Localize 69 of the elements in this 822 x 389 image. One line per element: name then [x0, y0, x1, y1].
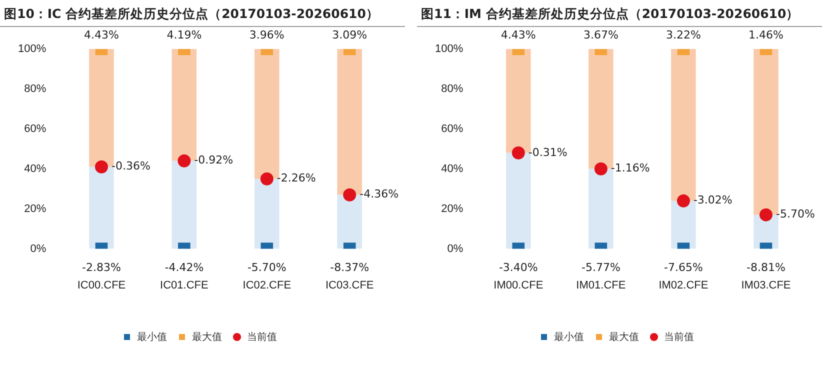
x-tick-label: IC03.CFE — [325, 279, 374, 292]
y-tick-label: 0% — [30, 242, 46, 255]
annotation: -1.16% — [610, 162, 650, 175]
annotation: -3.40% — [498, 261, 538, 274]
y-tick-label: 60% — [441, 122, 464, 135]
annotation: -8.81% — [746, 261, 786, 274]
bar — [754, 49, 778, 215]
y-tick-label: 100% — [18, 43, 46, 56]
annotation: -5.70% — [776, 208, 815, 221]
annotation: -0.31% — [528, 146, 568, 159]
bar — [89, 166, 114, 249]
bar — [506, 49, 531, 153]
x-tick-label: IC01.CFE — [160, 279, 208, 292]
annotation: 3.67% — [583, 28, 618, 42]
annotation: -3.02% — [693, 194, 732, 207]
y-tick-label: 60% — [24, 122, 46, 135]
annotation: 4.43% — [500, 28, 536, 42]
legend-label: 最小值 — [137, 330, 167, 343]
x-tick-label: IM03.CFE — [741, 279, 791, 292]
y-tick-label: 100% — [434, 43, 464, 56]
annotation: 3.96% — [249, 28, 284, 42]
annotation: -2.83% — [82, 261, 121, 274]
chart-title: 图11：IM 合约基差所处历史分位点（20170103-20260610） — [417, 4, 822, 27]
annotation: -0.36% — [111, 160, 150, 173]
annotation: -2.26% — [276, 172, 316, 185]
legend-label: 当前值 — [664, 330, 694, 343]
point — [178, 154, 191, 168]
x-tick-label: IM00.CFE — [494, 279, 544, 292]
annotation: 4.19% — [166, 28, 202, 42]
y-tick-label: 40% — [24, 162, 46, 175]
annotation: -4.42% — [164, 261, 204, 274]
y-tick-label: 40% — [441, 162, 464, 175]
point — [260, 172, 274, 186]
legend-label: 最大值 — [609, 330, 639, 343]
x-tick-label: IC00.CFE — [77, 279, 126, 292]
x-tick-label: IM02.CFE — [658, 279, 708, 292]
bar — [254, 49, 280, 179]
bar — [506, 152, 531, 249]
x-tick-label: IM01.CFE — [576, 279, 626, 292]
annotation: -7.65% — [664, 261, 703, 274]
y-tick-label: 80% — [24, 82, 46, 95]
y-tick-label: 0% — [447, 242, 464, 255]
point — [94, 160, 108, 174]
legend-label: 最小值 — [554, 330, 584, 343]
bar — [588, 49, 614, 169]
annotation: 3.09% — [332, 28, 368, 42]
annotation: -0.92% — [194, 154, 234, 167]
y-tick-label: 80% — [441, 82, 464, 95]
annotation: -5.70% — [247, 261, 286, 274]
point — [343, 188, 356, 202]
annotation: 3.22% — [666, 28, 701, 42]
annotation: 4.43% — [84, 28, 119, 42]
point — [676, 194, 690, 208]
annotation: -5.77% — [581, 261, 620, 274]
bar — [254, 178, 280, 249]
annotation: 1.46% — [748, 28, 784, 42]
legend-label: 当前值 — [247, 330, 277, 343]
point — [512, 146, 525, 160]
bar — [671, 49, 696, 201]
y-tick-label: 20% — [24, 202, 46, 215]
point — [594, 162, 608, 176]
annotation: -8.37% — [330, 261, 370, 274]
bar — [588, 168, 614, 249]
legend-label: 最大值 — [192, 330, 222, 343]
chart-title: 图10：IC 合约基差所处历史分位点（20170103-20260610） — [0, 4, 405, 27]
bar — [89, 49, 114, 167]
annotation: -4.36% — [360, 188, 399, 201]
y-tick-label: 20% — [441, 202, 464, 215]
x-tick-label: IC02.CFE — [242, 279, 292, 292]
